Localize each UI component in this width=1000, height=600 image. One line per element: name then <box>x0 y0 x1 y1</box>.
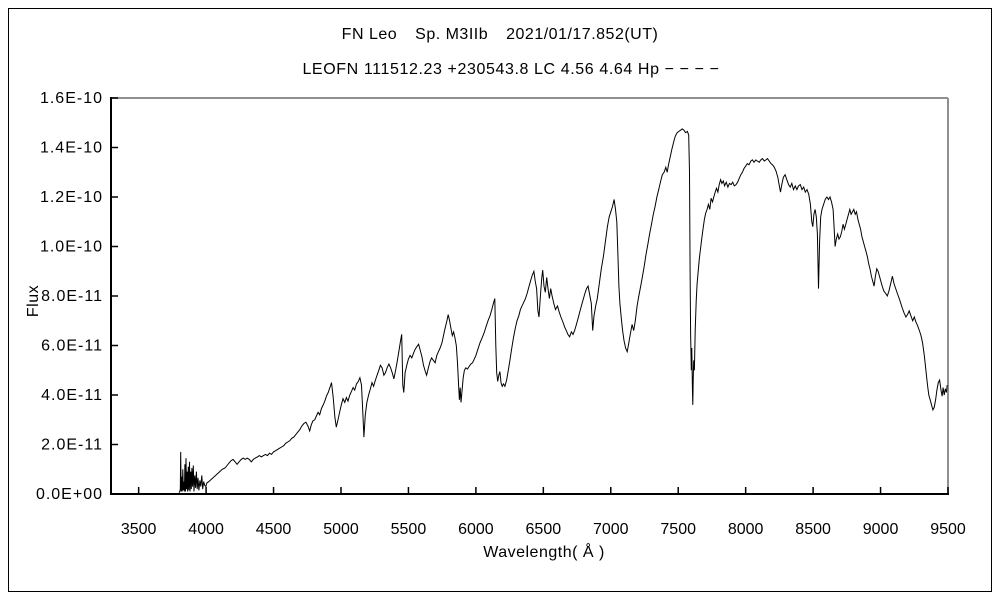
y-tick-label: 6.0E-11 <box>41 338 103 355</box>
x-tick-label: 9000 <box>863 521 899 538</box>
x-tick-label: 4000 <box>188 521 224 538</box>
y-tick-label: 2.0E-11 <box>41 437 103 454</box>
x-tick-label: 3500 <box>121 521 157 538</box>
y-tick-label: 4.0E-11 <box>41 387 103 404</box>
y-tick-label: 1.0E-10 <box>40 239 103 256</box>
spectral-type: Sp. M3IIb <box>415 26 489 43</box>
x-tick-label: 9500 <box>930 521 966 538</box>
y-tick-label: 1.2E-10 <box>40 189 103 206</box>
y-tick-label: 1.4E-10 <box>40 140 103 157</box>
x-tick-label: 5500 <box>391 521 427 538</box>
y-tick-label: 0.0E+00 <box>36 486 103 503</box>
x-tick-label: 8500 <box>795 521 831 538</box>
y-axis-title: Flux <box>25 285 42 317</box>
x-tick-label: 7500 <box>660 521 696 538</box>
x-tick-label: 5000 <box>323 521 359 538</box>
x-tick-label: 6000 <box>458 521 494 538</box>
y-tick-label: 8.0E-11 <box>41 288 103 305</box>
chart-subtitle: LEOFN 111512.23 +230543.8 LC 4.56 4.64 H… <box>302 61 720 78</box>
y-tick-label: 1.6E-10 <box>40 90 103 107</box>
spectrum-line <box>178 128 948 494</box>
star-name: FN Leo <box>341 26 398 43</box>
x-axis-title: Wavelength( Å ) <box>483 542 605 561</box>
chart-title: FN Leo Sp. M3IIb 2021/01/17.852(UT) <box>0 26 1000 44</box>
observation-date: 2021/01/17.852(UT) <box>506 26 659 43</box>
x-tick-label: 4500 <box>256 521 292 538</box>
x-tick-label: 8000 <box>728 521 764 538</box>
x-tick-label: 7000 <box>593 521 629 538</box>
x-tick-label: 6500 <box>526 521 562 538</box>
